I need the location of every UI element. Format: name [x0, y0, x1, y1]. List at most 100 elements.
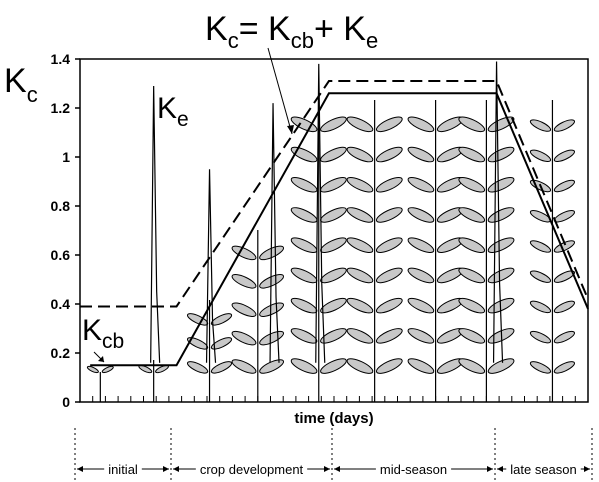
- leaf-icon: [290, 237, 318, 253]
- y-tick-label: 1.2: [51, 100, 71, 116]
- leaf-icon: [259, 330, 285, 346]
- series-lines: [80, 80, 589, 367]
- stage-arrowhead: [77, 466, 83, 472]
- leaf-icon: [458, 116, 486, 133]
- ke-spike: [269, 103, 280, 363]
- leaf-icon: [346, 358, 374, 374]
- y-tick-label: 0: [62, 394, 70, 410]
- ke-label-sub: e: [177, 108, 189, 131]
- plant-icon: [86, 365, 114, 402]
- y-tick-label: 0.6: [51, 247, 71, 263]
- kc-dashed-line: [80, 80, 589, 308]
- eq-kcb: K: [268, 10, 291, 48]
- leaf-icon: [320, 328, 347, 344]
- leaf-icon: [320, 358, 347, 374]
- leaf-icon: [407, 176, 435, 193]
- leaf-icon: [407, 267, 435, 284]
- leaf-icon: [553, 270, 575, 283]
- leaf-icon: [320, 297, 347, 314]
- leaf-icon: [320, 176, 347, 193]
- leaf-icon: [290, 328, 318, 344]
- eq-kcb-sub: cb: [291, 28, 314, 53]
- leaf-icon: [290, 176, 318, 193]
- leaf-icon: [487, 146, 515, 163]
- ke-spike: [315, 63, 326, 363]
- leaf-icon: [346, 237, 374, 253]
- x-axis-label: time (days): [294, 410, 373, 427]
- leaf-icon: [375, 297, 403, 314]
- leaf-icon: [553, 119, 575, 132]
- kcb-arrowhead: [98, 356, 104, 362]
- leaf-icon: [529, 330, 552, 344]
- leaf-icon: [259, 274, 285, 289]
- leaf-icon: [231, 274, 257, 289]
- kcb-solid-line: [90, 92, 589, 367]
- leaf-icon: [346, 116, 374, 133]
- leaf-icon: [346, 176, 374, 193]
- stage-label: initial: [108, 462, 138, 477]
- eq-plus: +: [314, 10, 343, 48]
- equation-title: Kc= Kcb+ Ke: [205, 10, 378, 53]
- leaf-icon: [375, 267, 403, 284]
- leaf-icon: [86, 365, 99, 374]
- leaf-icon: [375, 176, 403, 193]
- ylabel-sub: c: [27, 82, 38, 107]
- leaf-icon: [290, 267, 318, 284]
- leaf-icon: [210, 313, 233, 326]
- leaf-icon: [290, 297, 318, 314]
- stage-arrowhead: [334, 466, 340, 472]
- growth-stages: initial crop development mid-season late se…: [74, 428, 593, 482]
- leaf-icon: [458, 176, 486, 193]
- plant-icon: [290, 100, 347, 402]
- leaf-icon: [259, 359, 285, 374]
- eq-ke-sub: e: [366, 28, 378, 53]
- leaf-icon: [553, 330, 575, 344]
- leaf-icon: [487, 176, 515, 193]
- leaf-icon: [346, 328, 374, 344]
- y-tick-label: 1.4: [51, 51, 71, 67]
- leaf-icon: [346, 207, 374, 223]
- leaf-icon: [375, 116, 403, 133]
- stage-label: mid-season: [380, 462, 447, 477]
- leaf-icon: [231, 302, 257, 317]
- leaf-icon: [375, 237, 403, 253]
- leaf-icon: [101, 365, 114, 374]
- leaf-icon: [407, 146, 435, 163]
- stage-arrowhead: [497, 466, 503, 472]
- plant-icon: [407, 100, 464, 402]
- leaf-icon: [320, 237, 347, 253]
- plant-icon: [138, 360, 169, 402]
- leaf-icon: [290, 207, 318, 223]
- ke-label-k: K: [157, 92, 177, 125]
- leaf-icon: [290, 358, 318, 374]
- kcb-label: Kcb: [82, 314, 124, 353]
- leaf-icon: [458, 146, 486, 163]
- leaf-icon: [231, 330, 257, 346]
- leaf-icon: [553, 361, 575, 374]
- x-ticks: [92, 396, 576, 402]
- ke-spikes: [150, 61, 504, 363]
- leaf-icon: [210, 361, 233, 374]
- leaf-icon: [553, 149, 575, 163]
- leaf-icon: [320, 207, 347, 223]
- equation-arrowhead: [287, 125, 294, 134]
- ke-spike: [492, 61, 504, 363]
- y-tick-label: 0.4: [51, 296, 71, 312]
- y-tick-label: 0.8: [51, 198, 71, 214]
- leaf-icon: [346, 146, 374, 163]
- leaf-icon: [186, 361, 209, 374]
- leaf-icon: [529, 149, 552, 163]
- ke-spike: [205, 169, 217, 363]
- leaf-icon: [458, 297, 486, 314]
- kcb-label-sub: cb: [102, 330, 124, 353]
- stage-label: crop development: [200, 462, 304, 477]
- leaf-icon: [458, 207, 486, 223]
- plant-icon: [529, 100, 575, 402]
- leaf-icon: [529, 270, 552, 283]
- leaf-icon: [487, 207, 515, 223]
- stage-arrowhead: [324, 466, 330, 472]
- leaf-icon: [458, 237, 486, 253]
- leaf-icon: [259, 302, 285, 317]
- stage-arrowhead: [487, 466, 493, 472]
